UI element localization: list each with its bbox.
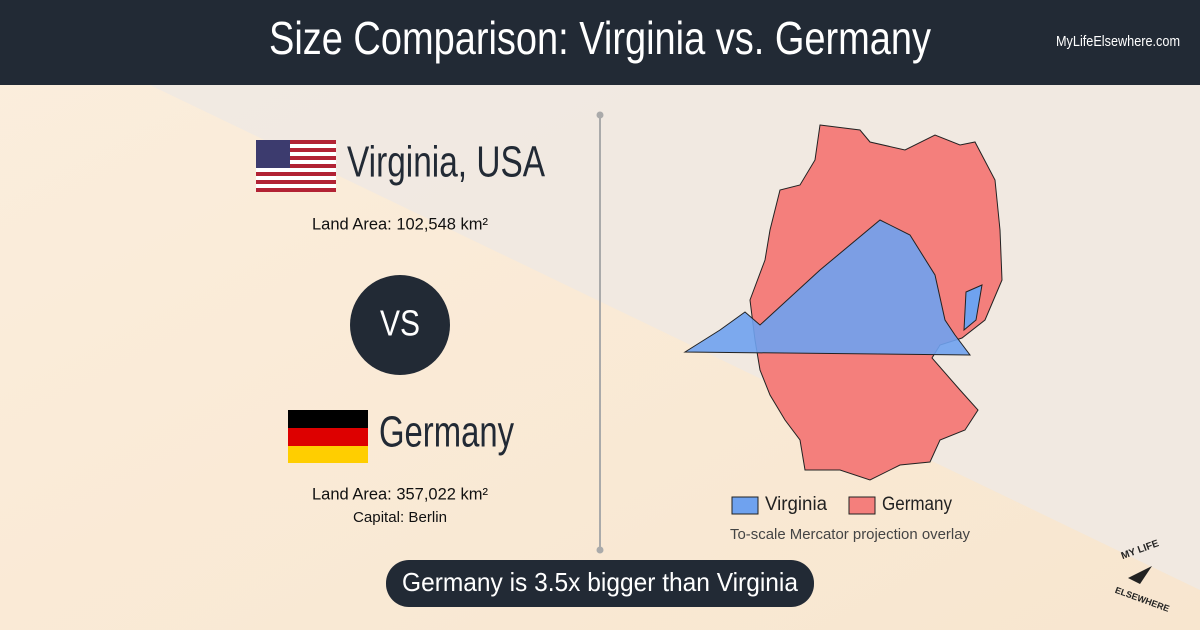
legend-label: Virginia xyxy=(765,494,827,515)
legend-label: Germany xyxy=(882,494,952,515)
vs-text: VS xyxy=(380,303,420,344)
header-bar xyxy=(0,0,1200,85)
place-name: Germany xyxy=(379,408,514,457)
logo-plane xyxy=(1128,566,1152,584)
legend-swatch xyxy=(731,496,759,515)
vs-badge xyxy=(350,275,450,375)
legend-swatch xyxy=(848,496,876,515)
us-flag xyxy=(256,140,336,192)
banner xyxy=(386,560,814,607)
legend-note: To-scale Mercator projection overlay xyxy=(730,526,970,543)
land-area: Land Area: 102,548 km² xyxy=(312,214,488,233)
land-area: Land Area: 357,022 km² xyxy=(312,484,488,503)
virginia-shore xyxy=(963,284,983,332)
site-name: MyLifeElsewhere.com xyxy=(1056,33,1180,50)
title: Size Comparison: Virginia vs. Germany xyxy=(269,12,931,64)
banner-text: Germany is 3.5x bigger than Virginia xyxy=(402,567,799,597)
divider-end xyxy=(596,546,604,554)
divider-end xyxy=(596,111,604,119)
germany-flag xyxy=(288,410,368,463)
capital: Capital: Berlin xyxy=(353,509,447,526)
virginia-shape xyxy=(683,219,972,356)
place-name: Virginia, USA xyxy=(347,138,545,187)
